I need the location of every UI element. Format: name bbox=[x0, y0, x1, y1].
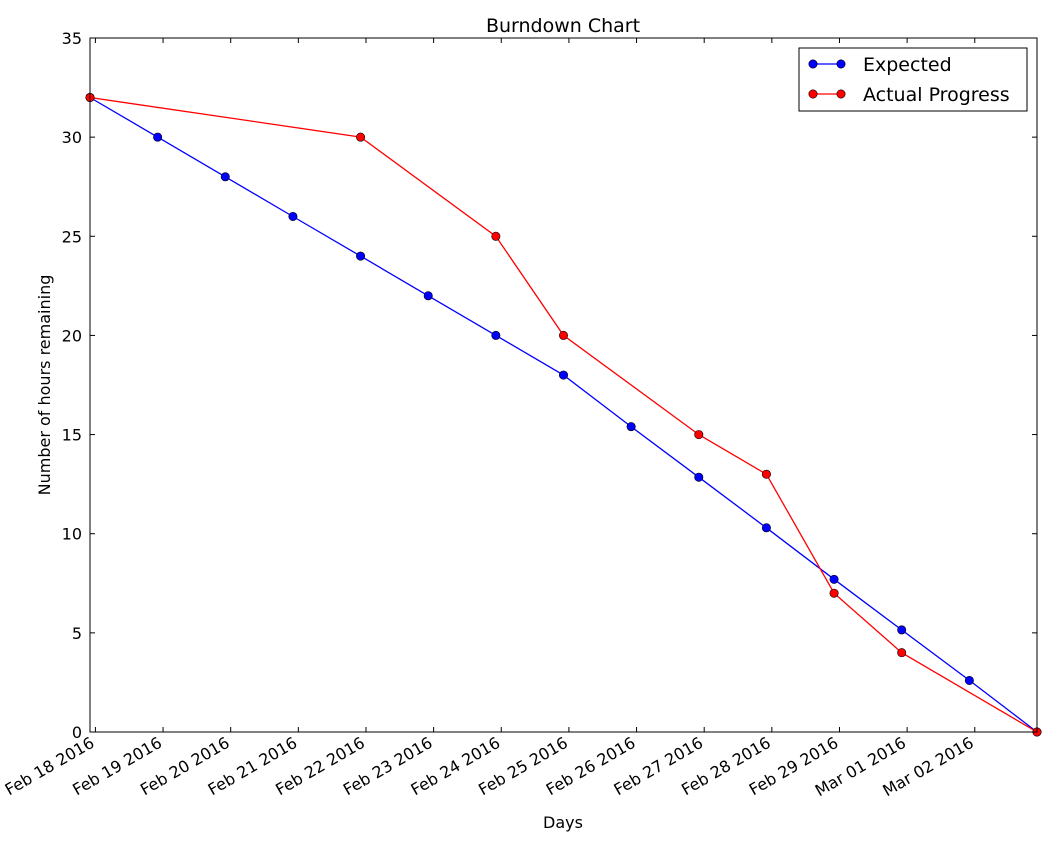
data-point-expected bbox=[423, 291, 433, 301]
series-layer bbox=[85, 92, 1042, 737]
data-point-expected bbox=[288, 211, 298, 221]
data-point-expected bbox=[356, 251, 366, 261]
data-point-expected bbox=[220, 172, 230, 182]
data-point-expected bbox=[491, 330, 501, 340]
data-point-actual-progress bbox=[491, 231, 501, 241]
y-tick-label: 25 bbox=[62, 227, 82, 246]
data-point-expected bbox=[897, 625, 907, 635]
data-point-expected bbox=[153, 132, 163, 142]
data-point-expected bbox=[761, 523, 771, 533]
data-point-actual-progress bbox=[829, 588, 839, 598]
y-tick-label: 20 bbox=[62, 326, 82, 345]
data-point-actual-progress bbox=[356, 132, 366, 142]
data-point-actual-progress bbox=[558, 330, 568, 340]
y-axis-label: Number of hours remaining bbox=[35, 275, 54, 496]
legend: Expected Actual Progress bbox=[798, 47, 1028, 112]
y-tick-label: 5 bbox=[72, 624, 82, 643]
x-axis-label: Days bbox=[543, 813, 583, 832]
data-point-expected bbox=[829, 574, 839, 584]
series-line-actual-progress bbox=[89, 96, 1038, 733]
data-point-actual-progress bbox=[897, 648, 907, 658]
y-tick-label: 10 bbox=[62, 525, 82, 544]
data-point-actual-progress bbox=[761, 469, 771, 479]
legend-marker-actual-progress bbox=[808, 89, 818, 99]
chart-title: Burndown Chart bbox=[486, 15, 640, 37]
y-tick-label: 30 bbox=[62, 128, 82, 147]
legend-marker-expected bbox=[836, 59, 846, 69]
plot-frame bbox=[89, 37, 1038, 733]
legend-marker-expected bbox=[808, 59, 818, 69]
legend-label-actual-progress: Actual Progress bbox=[863, 84, 1010, 106]
data-point-expected bbox=[626, 422, 636, 432]
y-tick-label: 35 bbox=[62, 29, 82, 48]
legend-marker-actual-progress bbox=[836, 89, 846, 99]
y-tick-label: 15 bbox=[62, 426, 82, 445]
y-tick-label: 0 bbox=[72, 723, 82, 742]
data-point-expected bbox=[964, 675, 974, 685]
data-point-expected bbox=[558, 370, 568, 380]
legend-box bbox=[798, 47, 1028, 112]
legend-label-expected: Expected bbox=[863, 54, 952, 76]
series-line-expected bbox=[89, 96, 1038, 733]
data-point-actual-progress bbox=[694, 430, 704, 440]
data-point-expected bbox=[694, 472, 704, 482]
